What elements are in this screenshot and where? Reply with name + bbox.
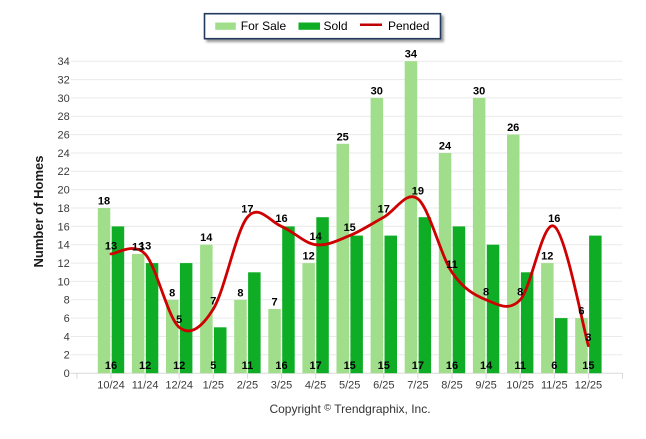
svg-text:6/25: 6/25 <box>373 380 394 392</box>
svg-text:16: 16 <box>58 221 70 233</box>
svg-text:11: 11 <box>242 360 254 372</box>
svg-text:12: 12 <box>139 360 151 372</box>
svg-text:18: 18 <box>98 196 110 208</box>
svg-text:8: 8 <box>64 295 70 307</box>
svg-text:7: 7 <box>271 297 277 309</box>
svg-text:15: 15 <box>582 360 594 372</box>
svg-text:10/25: 10/25 <box>506 380 534 392</box>
svg-text:2: 2 <box>64 350 70 362</box>
svg-text:30: 30 <box>58 93 70 105</box>
svg-text:4: 4 <box>64 331 70 343</box>
svg-text:17: 17 <box>412 360 424 372</box>
svg-text:13: 13 <box>139 240 151 252</box>
svg-text:5/25: 5/25 <box>339 380 360 392</box>
svg-text:Number of Homes: Number of Homes <box>31 156 46 268</box>
svg-text:3: 3 <box>585 332 591 344</box>
svg-text:13: 13 <box>132 241 144 253</box>
svg-text:12: 12 <box>173 360 185 372</box>
svg-text:24: 24 <box>58 148 70 160</box>
svg-text:7/25: 7/25 <box>407 380 428 392</box>
svg-text:28: 28 <box>58 111 70 123</box>
svg-text:8: 8 <box>169 287 175 299</box>
svg-text:3/25: 3/25 <box>271 380 292 392</box>
svg-text:16: 16 <box>275 360 287 372</box>
svg-text:15: 15 <box>344 222 356 234</box>
svg-text:34: 34 <box>58 56 70 68</box>
svg-text:12: 12 <box>302 251 314 263</box>
svg-text:Copyright © Trendgraphix, Inc.: Copyright © Trendgraphix, Inc. <box>269 402 430 416</box>
svg-text:Pended: Pended <box>388 19 429 33</box>
svg-text:17: 17 <box>378 204 390 216</box>
svg-text:12/24: 12/24 <box>165 380 193 392</box>
svg-text:14: 14 <box>309 231 322 243</box>
svg-text:13: 13 <box>105 240 117 252</box>
svg-text:30: 30 <box>371 85 383 97</box>
svg-text:12: 12 <box>58 258 70 270</box>
svg-text:16: 16 <box>105 360 117 372</box>
svg-text:17: 17 <box>309 360 321 372</box>
svg-text:17: 17 <box>241 204 253 216</box>
svg-text:8/25: 8/25 <box>441 380 462 392</box>
svg-text:12: 12 <box>541 251 553 263</box>
svg-text:6: 6 <box>64 313 70 325</box>
svg-text:10/24: 10/24 <box>97 380 125 392</box>
svg-text:14: 14 <box>200 232 213 244</box>
svg-text:16: 16 <box>446 360 458 372</box>
svg-text:20: 20 <box>58 185 70 197</box>
svg-text:22: 22 <box>58 166 70 178</box>
svg-text:15: 15 <box>378 360 390 372</box>
svg-text:8: 8 <box>237 287 243 299</box>
svg-text:19: 19 <box>412 185 424 197</box>
svg-text:6: 6 <box>578 306 584 318</box>
svg-text:32: 32 <box>58 75 70 87</box>
svg-text:11: 11 <box>514 360 526 372</box>
svg-text:34: 34 <box>405 49 418 61</box>
svg-text:7: 7 <box>210 296 216 308</box>
svg-text:0: 0 <box>64 368 70 380</box>
svg-text:11/24: 11/24 <box>132 380 159 392</box>
svg-text:6: 6 <box>551 360 557 372</box>
svg-text:9/25: 9/25 <box>475 380 496 392</box>
svg-text:5: 5 <box>176 314 182 326</box>
svg-text:14: 14 <box>480 360 493 372</box>
svg-text:4/25: 4/25 <box>305 380 326 392</box>
svg-text:11/25: 11/25 <box>541 380 568 392</box>
svg-text:For Sale: For Sale <box>241 19 287 33</box>
svg-text:10: 10 <box>58 276 70 288</box>
svg-text:8: 8 <box>517 286 523 298</box>
svg-text:16: 16 <box>275 213 287 225</box>
svg-text:5: 5 <box>210 360 216 372</box>
svg-text:30: 30 <box>473 85 485 97</box>
svg-text:16: 16 <box>548 213 560 225</box>
svg-text:24: 24 <box>439 141 452 153</box>
svg-text:8: 8 <box>483 286 489 298</box>
svg-text:26: 26 <box>507 122 519 134</box>
svg-text:15: 15 <box>344 360 356 372</box>
svg-text:14: 14 <box>58 240 70 252</box>
svg-text:12/25: 12/25 <box>575 380 603 392</box>
svg-text:11: 11 <box>446 259 458 271</box>
svg-text:26: 26 <box>58 130 70 142</box>
svg-text:1/25: 1/25 <box>203 380 224 392</box>
svg-text:25: 25 <box>337 131 349 143</box>
svg-text:2/25: 2/25 <box>237 380 258 392</box>
svg-text:18: 18 <box>58 203 70 215</box>
svg-text:Sold: Sold <box>324 19 348 33</box>
